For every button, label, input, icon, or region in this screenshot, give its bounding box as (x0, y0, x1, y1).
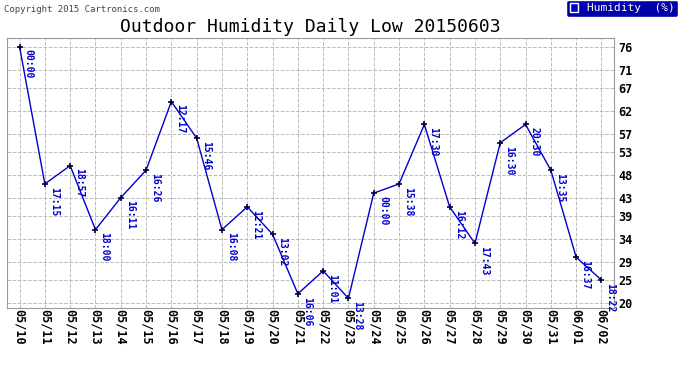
Title: Outdoor Humidity Daily Low 20150603: Outdoor Humidity Daily Low 20150603 (120, 18, 501, 36)
Text: 20:30: 20:30 (530, 127, 540, 157)
Text: 17:43: 17:43 (479, 246, 489, 276)
Text: 16:37: 16:37 (580, 260, 591, 290)
Text: 11:01: 11:01 (327, 274, 337, 303)
Text: 15:38: 15:38 (403, 187, 413, 216)
Text: 00:00: 00:00 (23, 50, 34, 79)
Text: 16:11: 16:11 (125, 201, 135, 230)
Text: 18:57: 18:57 (75, 168, 84, 198)
Text: 00:00: 00:00 (378, 196, 388, 225)
Text: 15:46: 15:46 (201, 141, 211, 170)
Text: 18:00: 18:00 (99, 232, 110, 262)
Text: Copyright 2015 Cartronics.com: Copyright 2015 Cartronics.com (4, 5, 160, 14)
Text: 16:06: 16:06 (302, 297, 312, 326)
Text: 16:26: 16:26 (150, 173, 160, 202)
Legend: Humidity  (%): Humidity (%) (566, 0, 678, 16)
Text: 13:28: 13:28 (353, 301, 363, 330)
Text: 13:35: 13:35 (555, 173, 565, 202)
Text: 16:08: 16:08 (226, 232, 236, 262)
Text: 16:30: 16:30 (504, 146, 515, 175)
Text: 12:17: 12:17 (175, 104, 186, 134)
Text: 16:12: 16:12 (454, 210, 464, 239)
Text: 17:30: 17:30 (428, 127, 439, 157)
Text: 18:22: 18:22 (606, 283, 615, 312)
Text: 12:21: 12:21 (251, 210, 262, 239)
Text: 17:15: 17:15 (49, 187, 59, 216)
Text: 13:02: 13:02 (277, 237, 287, 266)
